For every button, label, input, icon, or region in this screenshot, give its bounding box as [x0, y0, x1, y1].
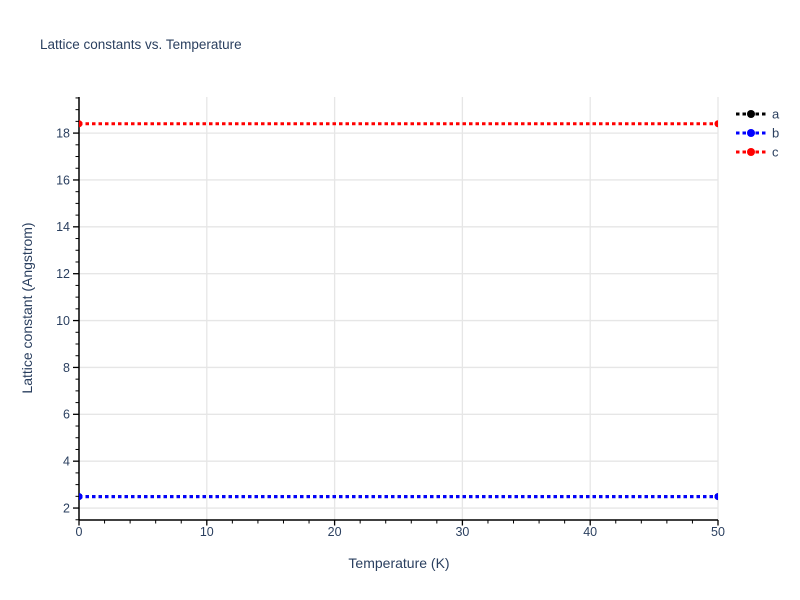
x-tick-label: 40 — [583, 525, 597, 539]
y-tick-label: 4 — [63, 455, 70, 469]
legend-label-c: c — [772, 145, 779, 160]
legend-marker-c — [747, 148, 755, 156]
series-marker-b — [79, 493, 83, 501]
series-marker-c — [79, 120, 83, 128]
chart-title: Lattice constants vs. Temperature — [40, 37, 242, 52]
y-axis-label: Lattice constant (Angstrom) — [19, 222, 35, 394]
legend-item-a[interactable]: a — [736, 107, 780, 122]
series-c — [79, 120, 718, 128]
x-ticks: 0 10 20 30 40 50 — [76, 520, 725, 539]
legend-item-b[interactable]: b — [736, 126, 779, 141]
series-marker-c — [714, 120, 718, 128]
axes — [78, 97, 718, 521]
y-tick-label: 2 — [63, 501, 70, 515]
y-tick-label: 6 — [63, 408, 70, 422]
gridlines — [79, 97, 719, 520]
x-tick-label: 30 — [455, 525, 469, 539]
x-tick-label: 0 — [76, 525, 83, 539]
legend-item-c[interactable]: c — [736, 145, 779, 160]
y-tick-label: 18 — [56, 126, 70, 140]
series-b — [79, 493, 718, 501]
y-tick-label: 14 — [56, 220, 70, 234]
legend-label-a: a — [772, 107, 780, 122]
legend-label-b: b — [772, 126, 779, 141]
x-tick-label: 20 — [328, 525, 342, 539]
x-tick-label: 50 — [711, 525, 725, 539]
series-layer — [79, 120, 718, 501]
series-marker-b — [714, 493, 718, 501]
legend-marker-a — [747, 110, 755, 118]
y-tick-label: 16 — [56, 173, 70, 187]
y-ticks: 2 4 6 8 10 12 14 16 18 — [56, 97, 79, 521]
x-axis-label: Temperature (K) — [348, 555, 450, 571]
y-tick-label: 10 — [56, 314, 70, 328]
legend-marker-b — [747, 129, 755, 137]
legend: abc — [736, 107, 780, 160]
y-tick-label: 12 — [56, 267, 70, 281]
y-tick-label: 8 — [63, 361, 70, 375]
x-tick-label: 10 — [200, 525, 214, 539]
